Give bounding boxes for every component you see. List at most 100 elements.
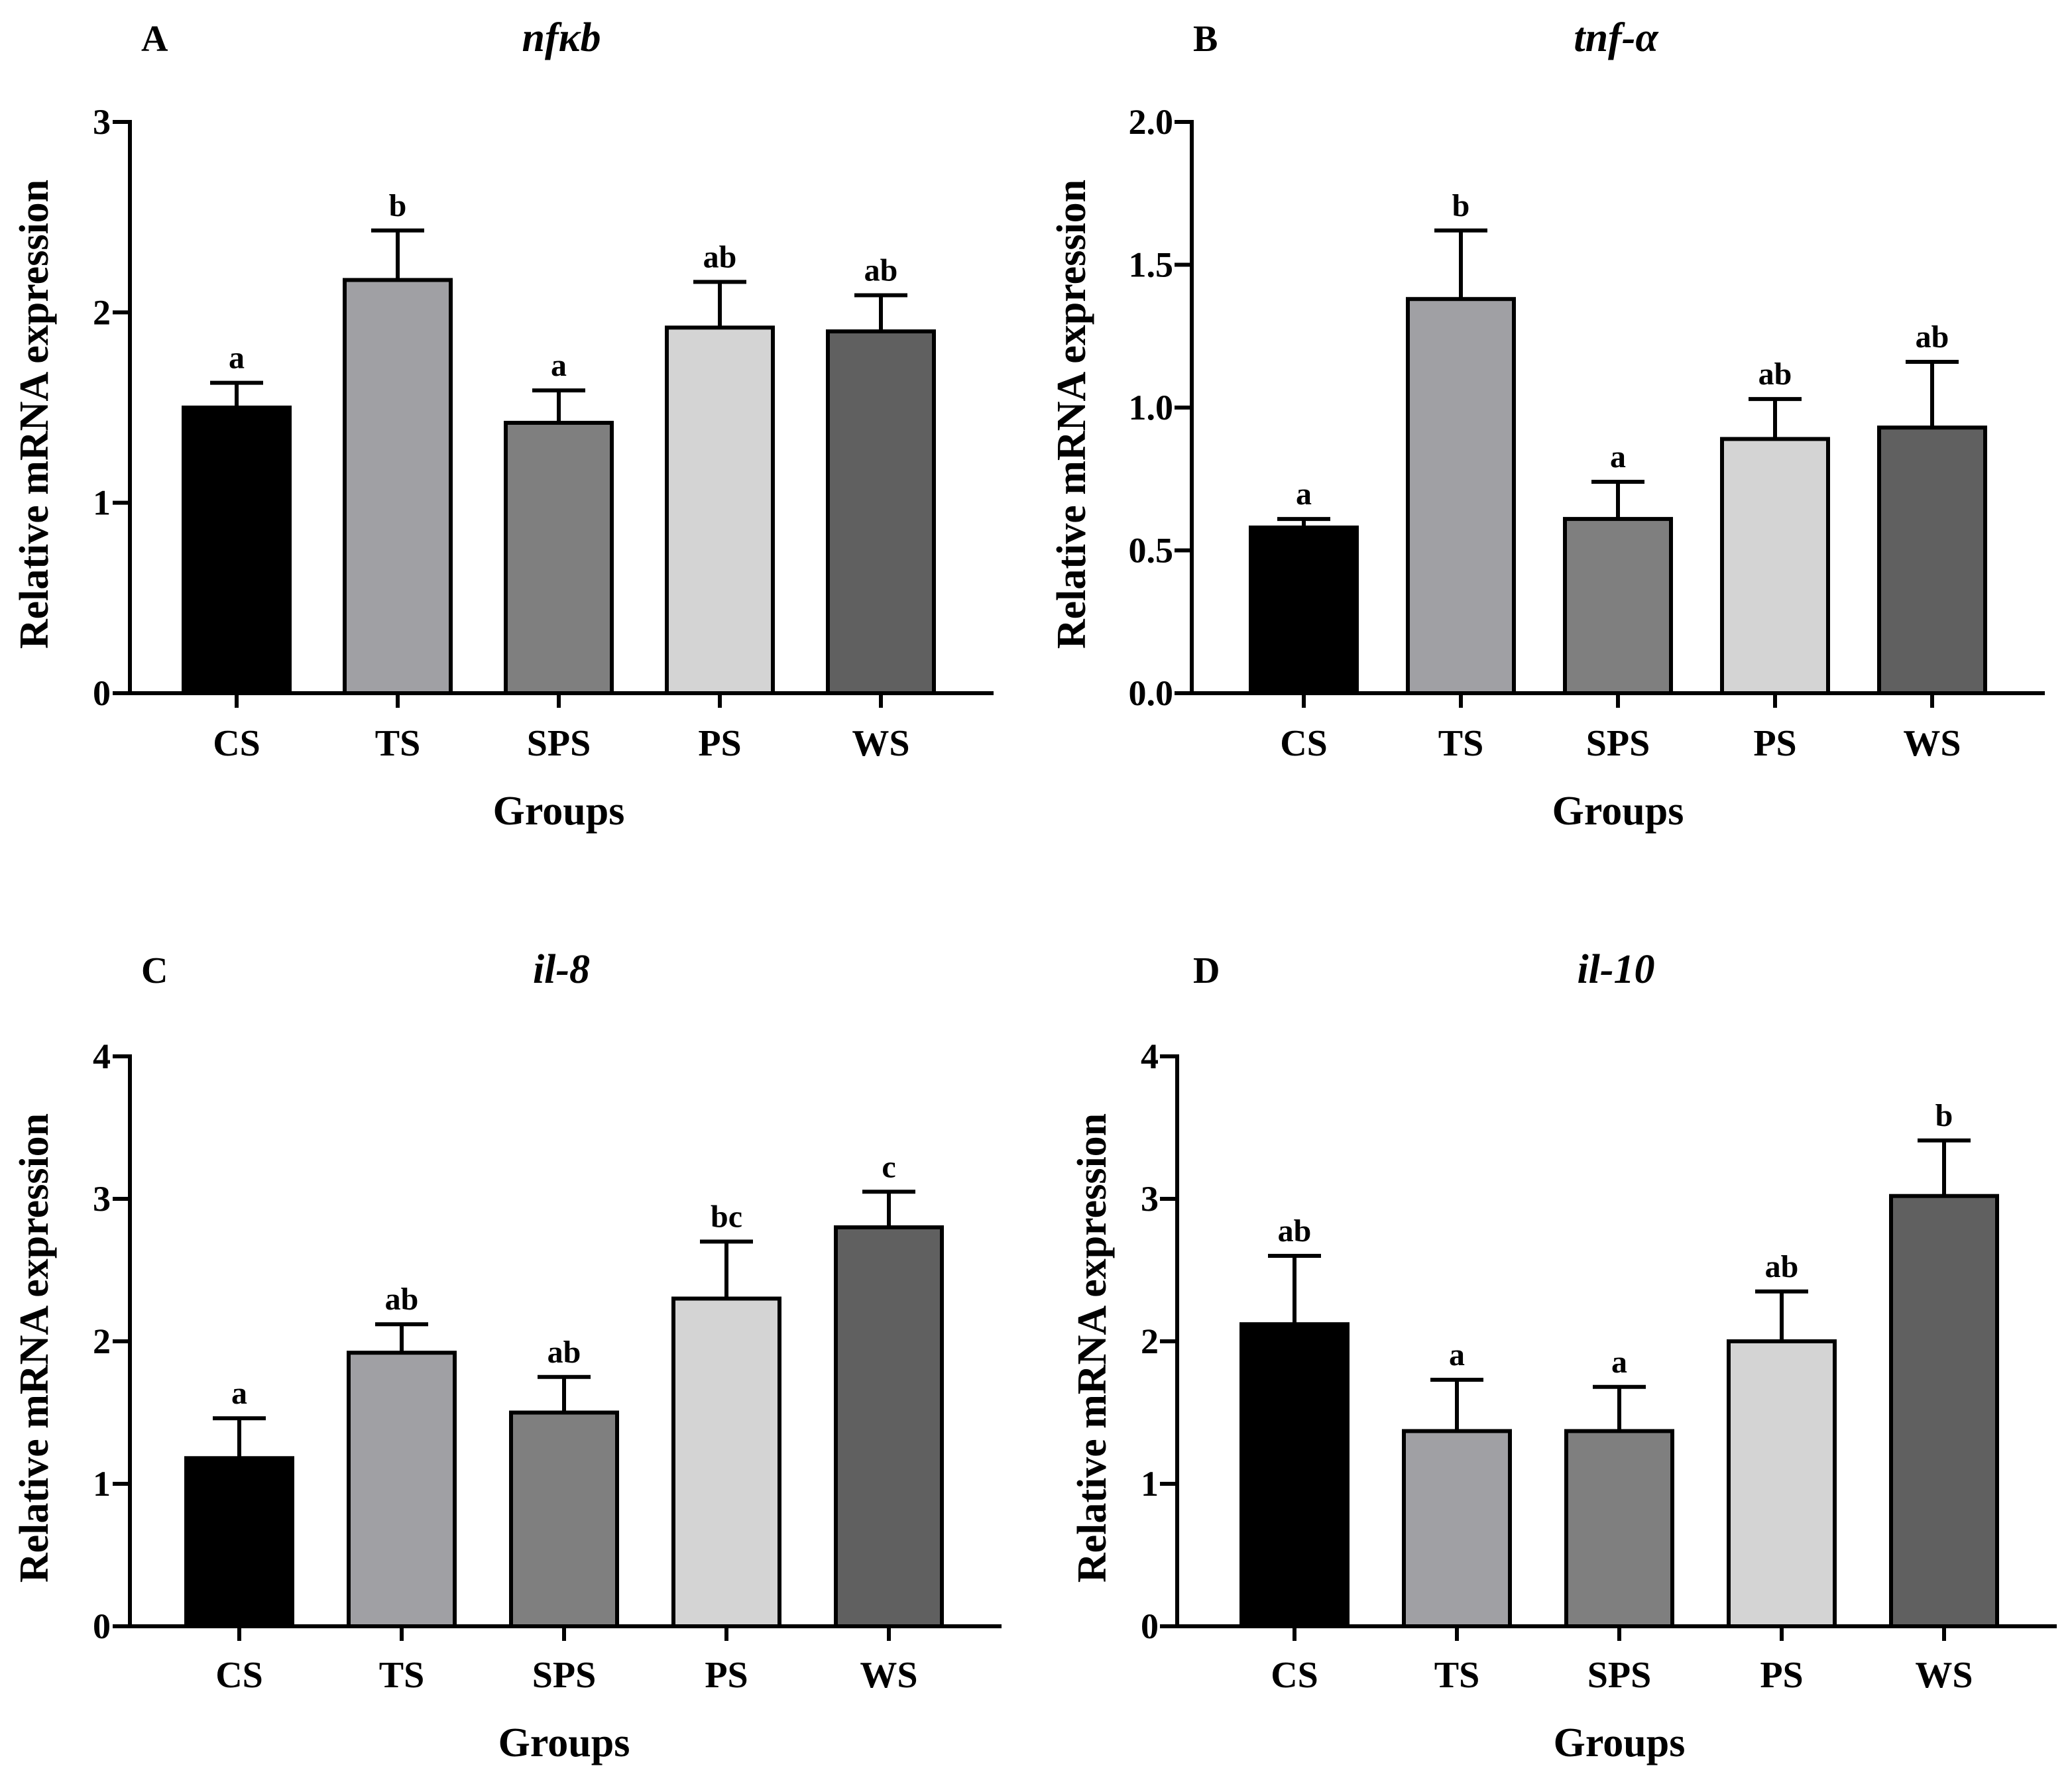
x-tick-label: CS	[213, 723, 260, 764]
x-axis-title: Groups	[1554, 1720, 1686, 1765]
bar-ts	[343, 278, 453, 695]
x-tick-label: WS	[1903, 723, 1961, 764]
x-axis-title: Groups	[1552, 789, 1684, 834]
bar-cs	[1249, 526, 1359, 696]
significance-label: ab	[1765, 1249, 1799, 1284]
x-tick-label: TS	[379, 1655, 425, 1696]
y-tick-label: 2	[1141, 1321, 1159, 1361]
bar-ws	[826, 329, 936, 696]
significance-label: a	[229, 341, 245, 376]
y-tick-label: 1.5	[1129, 245, 1174, 285]
x-tick-label: SPS	[527, 723, 591, 764]
x-tick-label: SPS	[1587, 1655, 1652, 1696]
x-tick-label: CS	[215, 1655, 263, 1696]
x-tick-label: TS	[375, 723, 421, 764]
x-tick-label: SPS	[1586, 723, 1650, 764]
significance-label: ab	[864, 252, 898, 288]
x-axis-title: Groups	[493, 789, 625, 834]
y-axis-title: Relative mRNA expression	[1049, 180, 1094, 649]
bar-ws	[1877, 425, 1987, 695]
y-tick-label: 4	[1141, 1036, 1159, 1076]
x-tick-label: CS	[1271, 1655, 1318, 1696]
panel-letter: C	[141, 950, 168, 991]
y-tick-label: 1	[1141, 1464, 1159, 1504]
bar-sps	[1563, 517, 1673, 696]
x-tick-label: TS	[1434, 1655, 1480, 1696]
y-tick-label: 1	[93, 1464, 111, 1504]
y-axis-title: Relative mRNA expression	[12, 1113, 57, 1583]
significance-label: ab	[1916, 319, 1949, 355]
chart-title: il-8	[533, 947, 590, 992]
y-tick-label: 2.0	[1129, 102, 1174, 142]
significance-label: c	[882, 1149, 895, 1184]
bar-ps	[671, 1296, 781, 1628]
significance-label: b	[1452, 188, 1470, 223]
x-tick-label: PS	[698, 723, 741, 764]
bar-sps	[1564, 1429, 1674, 1628]
significance-label: ab	[1278, 1213, 1312, 1249]
significance-label: a	[1296, 476, 1312, 512]
y-tick-label: 2	[93, 292, 111, 332]
significance-label: b	[1935, 1098, 1953, 1133]
significance-label: ab	[547, 1335, 581, 1370]
y-tick-label: 3	[1141, 1179, 1159, 1219]
y-axis-title: Relative mRNA expression	[1070, 1113, 1115, 1583]
significance-label: ab	[1758, 357, 1792, 392]
x-tick-label: PS	[1760, 1655, 1803, 1696]
x-tick-label: WS	[852, 723, 909, 764]
y-tick-label: 0	[93, 1606, 111, 1646]
significance-label: b	[389, 188, 407, 223]
y-tick-label: 0.0	[1129, 673, 1174, 713]
bar-ts	[347, 1351, 457, 1628]
bar-cs	[182, 406, 292, 695]
significance-label: ab	[703, 239, 737, 274]
bar-ps	[1720, 437, 1830, 695]
bar-ts	[1402, 1429, 1512, 1628]
chart-title: il-10	[1577, 947, 1654, 992]
chart-title: tnf-α	[1574, 15, 1659, 60]
significance-label: a	[231, 1376, 247, 1411]
bar-ts	[1406, 297, 1516, 696]
y-tick-label: 0	[1141, 1606, 1159, 1646]
x-axis-title: Groups	[498, 1720, 630, 1765]
significance-label: a	[1610, 439, 1626, 474]
bar-ps	[1727, 1339, 1837, 1628]
y-tick-label: 2	[93, 1321, 111, 1361]
x-tick-label: WS	[1915, 1655, 1973, 1696]
y-tick-label: 1	[93, 483, 111, 523]
x-tick-label: TS	[1438, 723, 1484, 764]
x-tick-label: PS	[1753, 723, 1796, 764]
panel-letter: A	[141, 19, 168, 60]
y-axis-title: Relative mRNA expression	[12, 180, 57, 649]
x-tick-label: CS	[1280, 723, 1328, 764]
bar-ps	[665, 325, 775, 695]
bar-sps	[504, 420, 614, 696]
panel-letter: B	[1193, 19, 1218, 60]
y-tick-label: 1.0	[1129, 388, 1174, 427]
chart-title: nfκb	[522, 15, 601, 60]
x-tick-label: WS	[860, 1655, 917, 1696]
x-tick-label: PS	[705, 1655, 748, 1696]
y-tick-label: 3	[93, 1179, 111, 1219]
y-tick-label: 3	[93, 102, 111, 142]
y-tick-label: 4	[93, 1036, 111, 1076]
significance-label: a	[551, 348, 567, 383]
bar-cs	[1239, 1322, 1350, 1628]
y-tick-label: 0	[93, 673, 111, 713]
bar-ws	[1889, 1194, 1999, 1628]
panel-letter: D	[1193, 950, 1220, 991]
x-tick-label: SPS	[532, 1655, 597, 1696]
significance-label: ab	[385, 1282, 419, 1317]
significance-label: a	[1611, 1345, 1627, 1380]
bar-cs	[184, 1456, 294, 1629]
significance-label: bc	[711, 1200, 742, 1235]
bar-sps	[509, 1410, 619, 1628]
bar-ws	[834, 1225, 944, 1628]
y-tick-label: 0.5	[1129, 531, 1174, 571]
significance-label: a	[1449, 1337, 1465, 1372]
